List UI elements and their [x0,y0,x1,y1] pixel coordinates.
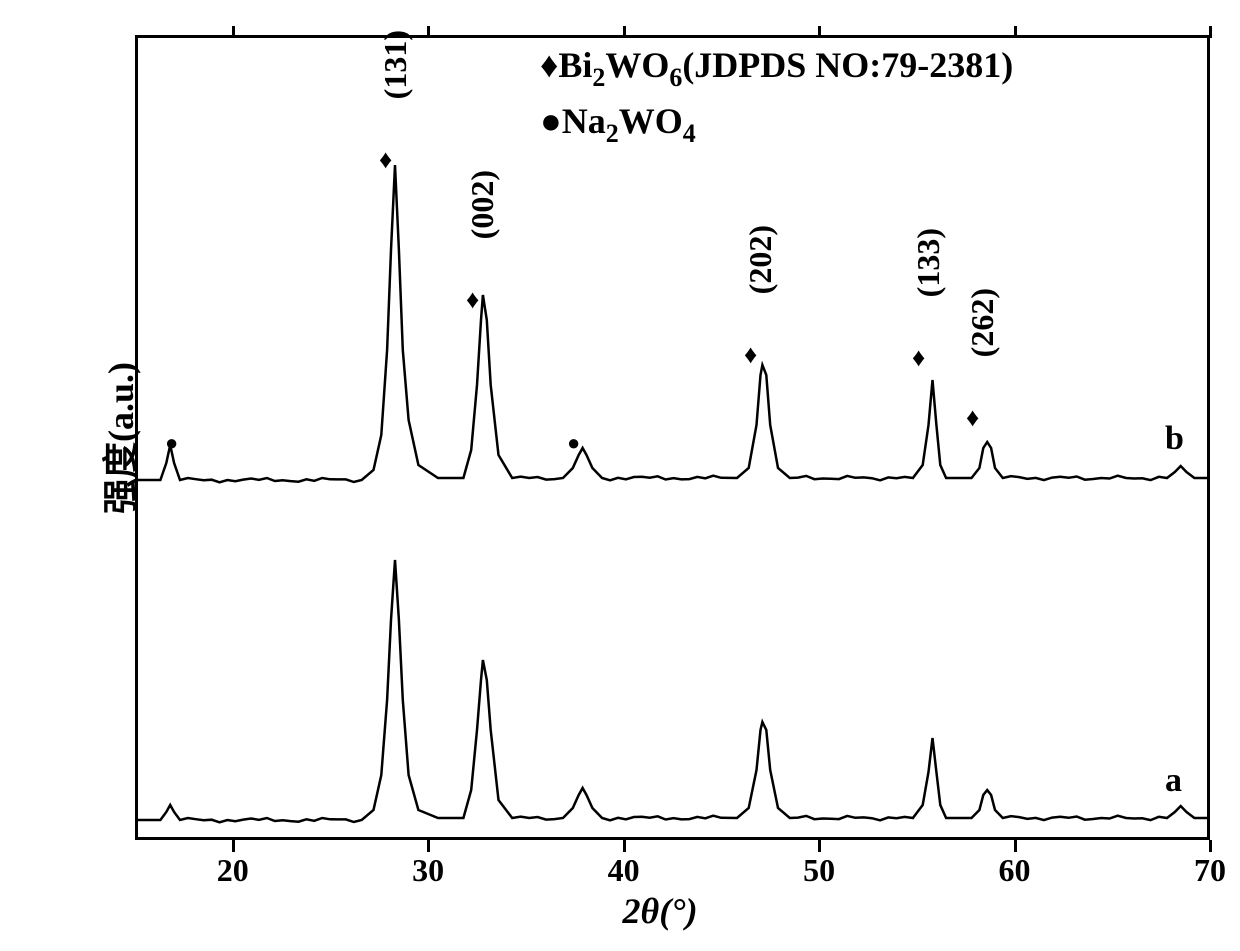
trace-label-a: a [1165,762,1182,800]
xrd-trace-a [135,560,1210,822]
trace-label-b: b [1165,420,1184,458]
xrd-chart: 强度(a.u.) 2θ(°) 203040506070 ♦Bi2WO6(JDPD… [0,0,1240,951]
xrd-trace-b [135,165,1210,482]
xrd-traces [0,0,1240,951]
